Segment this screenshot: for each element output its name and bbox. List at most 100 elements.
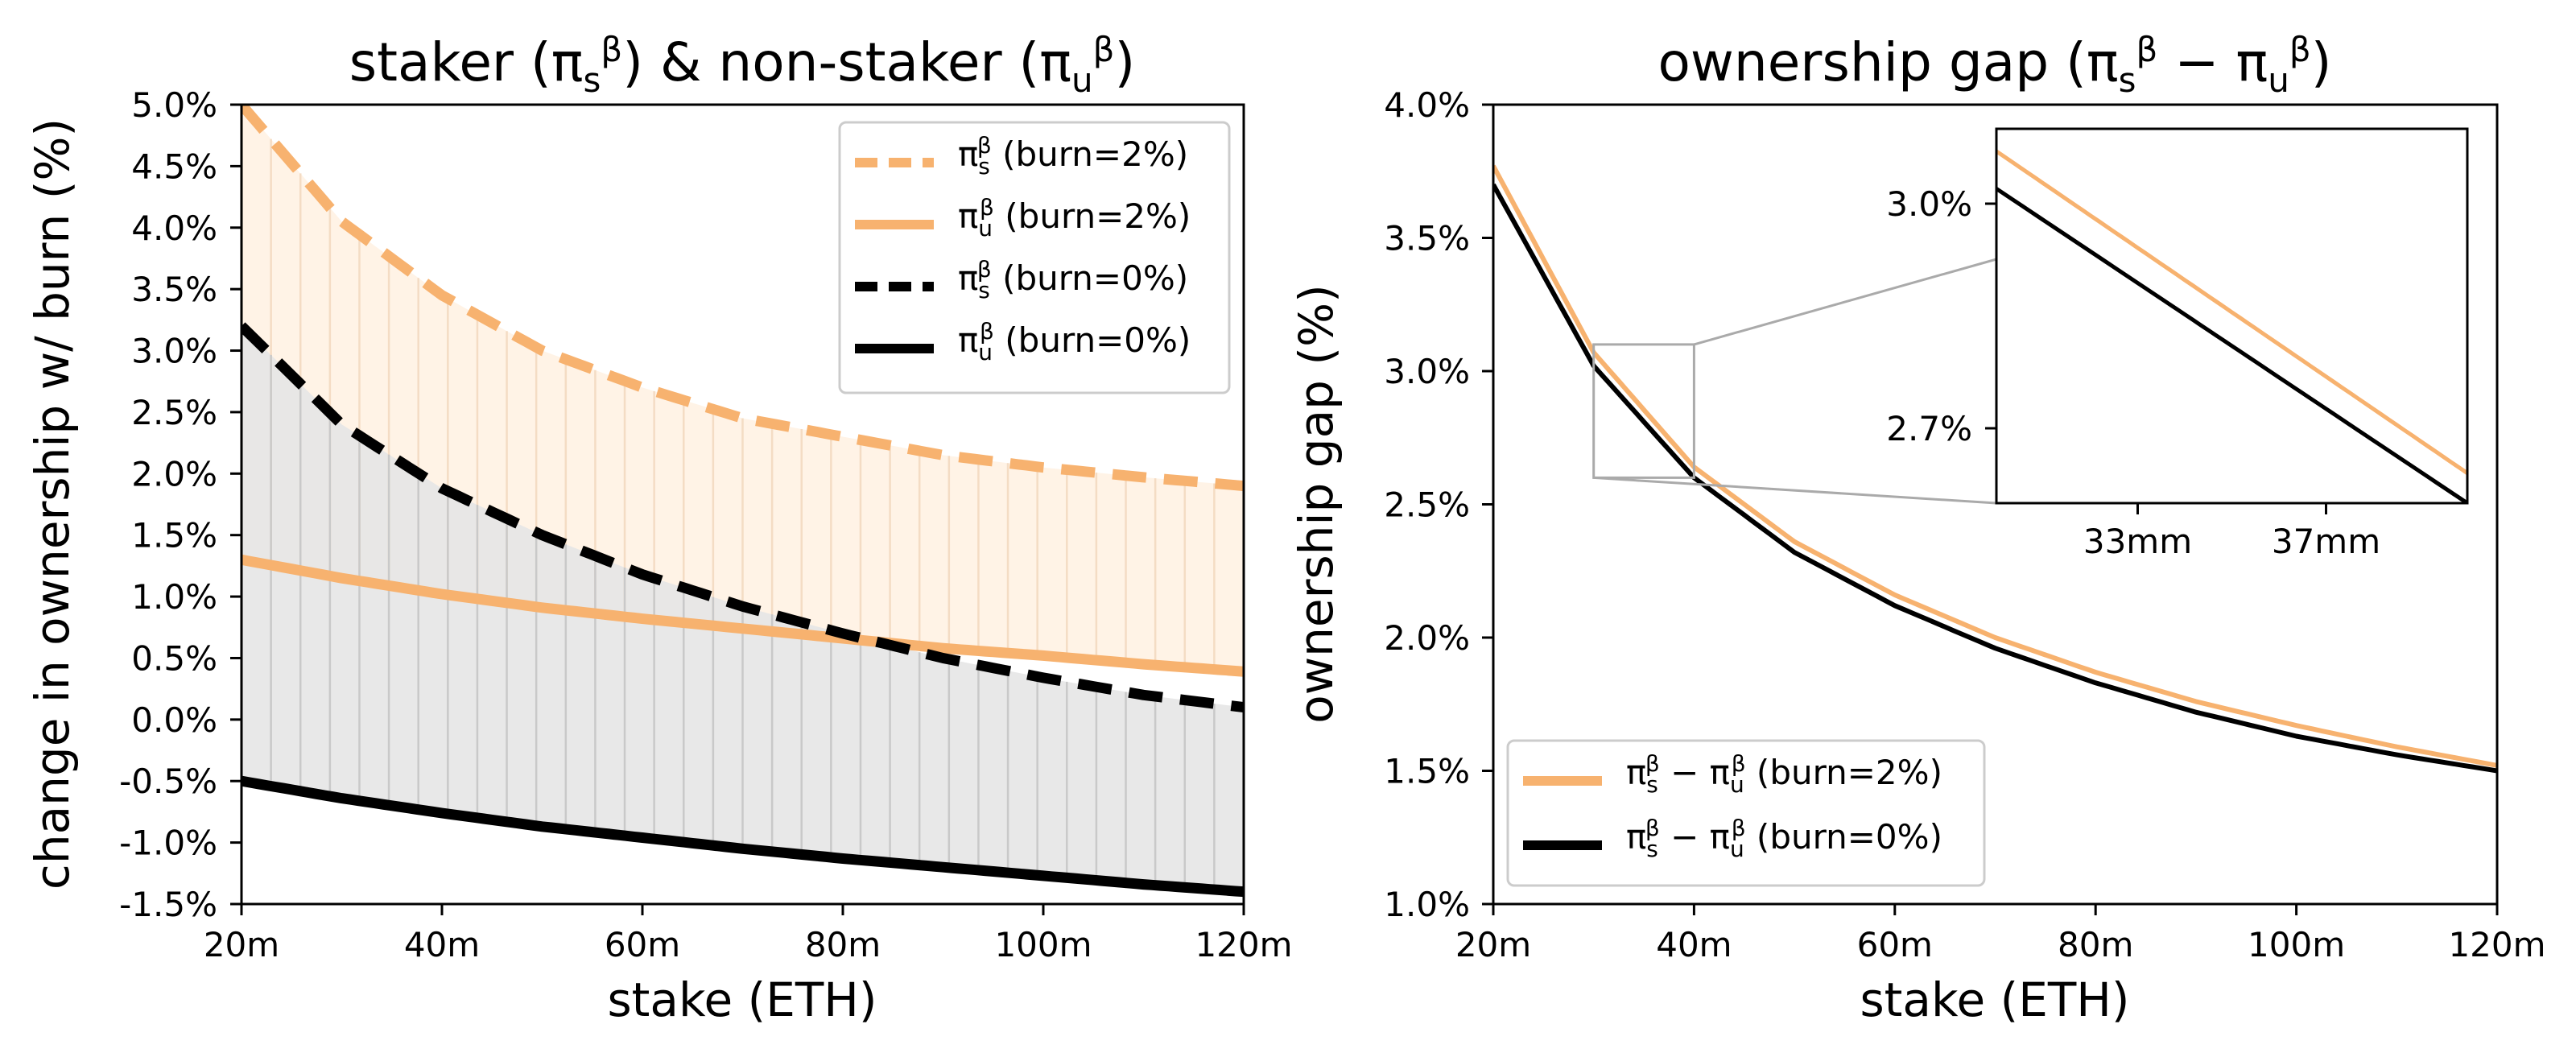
legend-label--burn-2--part-1: s — [978, 153, 990, 180]
legend-label--burn-0--minus: − π — [1660, 817, 1730, 857]
left-y-tick-label: 0.5% — [131, 638, 217, 678]
line--burn-2- — [1493, 164, 2497, 768]
inset-chart: 33mm 37mm 2.7% 3.0% — [1886, 127, 2469, 561]
left-x-tick-label: 60m — [605, 925, 680, 964]
line--burn-0- — [1493, 183, 2497, 774]
legend-label--burn-0--rest: (burn=0%) — [992, 258, 1188, 298]
legend-label--burn-2--sup2: β — [1732, 750, 1746, 777]
legend-label--burn-2-: πsβ − πuβ (burn=2%) — [1626, 750, 1942, 798]
legend-label--burn-0-: πsβ − πuβ (burn=0%) — [1626, 815, 1942, 862]
left-chart-title: staker (πsβ) & non-staker (πuβ) — [349, 30, 1135, 100]
left-x-tick-label: 40m — [404, 925, 480, 964]
left-y-tick-label: 5.0% — [131, 85, 217, 125]
right-x-axis-label: stake (ETH) — [1860, 972, 2129, 1027]
legend-label--burn-2--part-1: u — [978, 215, 993, 242]
legend-label--burn-0-: πuβ (burn=0%) — [958, 318, 1191, 365]
right-legend-box — [1506, 739, 1986, 887]
legend-label--burn-2--rest: (burn=2%) — [992, 134, 1188, 174]
right-chart-title: ownership gap (πsβ − πuβ) — [1658, 30, 2332, 100]
left-y-tick-label: -1.5% — [119, 885, 217, 924]
chart-right: 20m 40m 60m 80m 100m 120m 1.0% 1.5% 2.0% 2.5% 3.0… — [1289, 30, 2546, 1027]
legend-label--burn-0--sub2: u — [1730, 836, 1744, 862]
inset-x-tick-label: 33mm — [2083, 522, 2192, 561]
line--burn-0- — [242, 322, 1244, 713]
right-title-sub-u: u — [2268, 60, 2289, 100]
legend-label--burn-2--part-2: β — [1645, 750, 1660, 777]
right-title-sup-beta: β — [2136, 30, 2157, 69]
legend-label--burn-0--rest: (burn=0%) — [1746, 817, 1942, 857]
legend-label--burn-0--sup2: β — [1732, 815, 1746, 841]
right-x-tick-label: 20m — [1455, 925, 1531, 964]
right-y-tick-label: 2.5% — [1384, 485, 1470, 525]
legend-label--burn-2--rest: (burn=2%) — [1746, 753, 1942, 792]
legend-label--burn-0--part-1: s — [978, 277, 990, 303]
legend-label--burn-0--part-1: s — [1646, 836, 1658, 862]
left-y-tick-label: 1.5% — [131, 516, 217, 555]
legend-label--burn-2--minus: − π — [1660, 753, 1730, 792]
left-title-label-mid: ) & non-staker (π — [622, 31, 1071, 93]
legend-label--burn-0--part-0: π — [1626, 817, 1646, 857]
left-title-sub-s: s — [584, 60, 601, 100]
legend-label--burn-2--part-2: β — [980, 194, 994, 221]
legend-label--burn-0--part-2: β — [977, 256, 992, 283]
right-y-tick-label: 1.0% — [1384, 885, 1470, 924]
right-legend: πsβ − πuβ (burn=2%)πsβ − πuβ (burn=0%) — [1506, 739, 1986, 887]
left-plot-frame — [240, 103, 1245, 906]
inset-y-tick-label: 3.0% — [1886, 184, 1972, 224]
right-title-minus: − π — [2157, 31, 2268, 93]
legend-label--burn-2-: πsβ (burn=2%) — [958, 132, 1188, 180]
legend-label--burn-0--part-1: u — [978, 339, 993, 365]
left-title-sup-beta2: β — [1093, 30, 1115, 69]
left-y-tick-label: 3.0% — [131, 332, 217, 371]
left-title-sub-u: u — [1071, 60, 1093, 100]
left-title-label-staker: staker (π — [349, 31, 584, 93]
inset-lines — [1996, 149, 2467, 503]
chart-left: 20m 40m 60m 80m 100m 120m -1.5% -1.0% -0.5% 0.0%… — [25, 30, 1293, 1027]
legend-label--burn-2--part-0: π — [958, 196, 978, 236]
right-title-close: ) — [2311, 31, 2332, 93]
left-title-close: ) — [1114, 31, 1135, 93]
line--burn-2- — [242, 105, 1244, 492]
legend-label--burn-0--part-0: π — [958, 258, 978, 298]
zoom-connector-bottom — [1593, 476, 1997, 505]
left-y-tick-label: 2.5% — [131, 393, 217, 432]
right-x-tick-label: 60m — [1857, 925, 1933, 964]
legend-label--burn-2--part-0: π — [1626, 753, 1646, 792]
legend-label--burn-0--rest: (burn=0%) — [994, 320, 1191, 360]
legend-label--burn-2--rest: (burn=2%) — [994, 196, 1191, 236]
right-title-sup-beta2: β — [2289, 30, 2311, 69]
legend-label--burn-0--part-0: π — [958, 320, 978, 360]
zoom-indicator — [1592, 258, 1997, 505]
left-y-tick-label: 4.5% — [131, 147, 217, 186]
right-x-tick-label: 100m — [2248, 925, 2345, 964]
right-y-tick-label: 4.0% — [1384, 85, 1470, 125]
left-y-tick-label: 1.0% — [131, 577, 217, 617]
right-y-tick-label: 1.5% — [1384, 752, 1470, 791]
line--burn-2- — [242, 554, 1244, 677]
left-x-tick-label: 100m — [994, 925, 1092, 964]
left-y-tick-label: 0.0% — [131, 700, 217, 740]
left-y-tick-label: -1.0% — [119, 824, 217, 863]
line--burn-0- — [242, 775, 1244, 898]
legend-label--burn-0--part-2: β — [980, 318, 994, 345]
zoom-region-box — [1592, 343, 1695, 479]
right-x-tick-label: 80m — [2058, 925, 2133, 964]
legend-label--burn-2--part-0: π — [958, 134, 978, 174]
inset-background — [1996, 129, 2467, 503]
legend-label--burn-0-: πsβ (burn=0%) — [958, 256, 1188, 303]
right-title-sub-s: s — [2119, 60, 2136, 100]
right-y-tick-label: 2.0% — [1384, 618, 1470, 658]
left-legend: πsβ (burn=2%)πuβ (burn=2%)πsβ (burn=0%)π… — [838, 121, 1231, 394]
inset-line--burn-0- — [1996, 187, 2467, 503]
left-legend-box — [838, 121, 1231, 394]
zoom-connector-top — [1693, 258, 1997, 346]
right-y-tick-label: 3.0% — [1384, 352, 1470, 391]
legend-label--burn-2--sub2: u — [1730, 771, 1744, 798]
left-x-tick-label: 80m — [805, 925, 881, 964]
legend-label--burn-2--part-1: s — [1646, 771, 1658, 798]
inset-y-tick-label: 2.7% — [1886, 409, 1972, 448]
inset-line--burn-2- — [1996, 149, 2467, 475]
inset-x-tick-label: 37mm — [2272, 522, 2380, 561]
right-y-tick-label: 3.5% — [1384, 219, 1470, 258]
